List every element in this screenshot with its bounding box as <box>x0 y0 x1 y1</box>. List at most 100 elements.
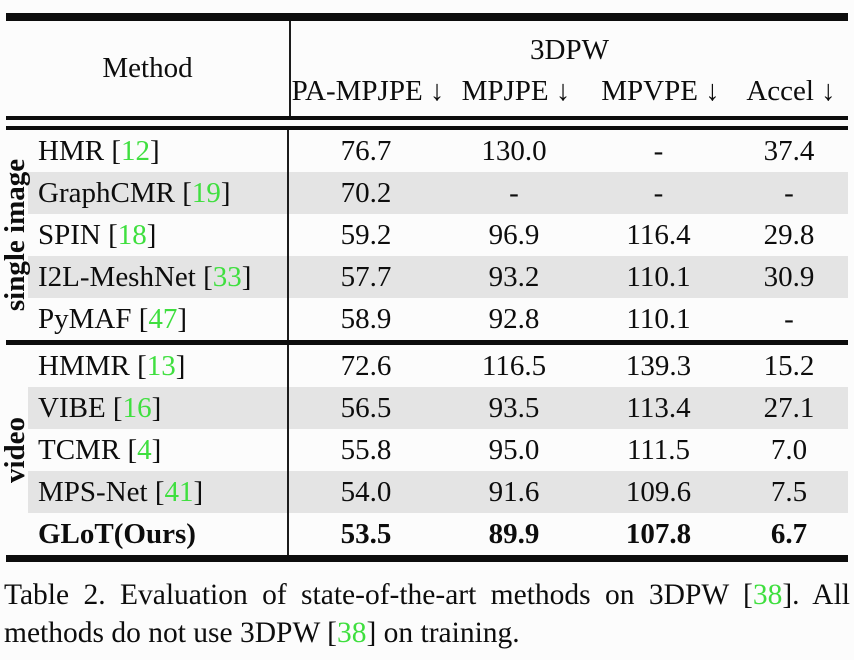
results-table: Method 3DPW PA-MPJPE ↓ MPJPE ↓ MPVPE ↓ Acce… <box>0 13 848 562</box>
bottom-rule <box>6 555 848 562</box>
method-name: GLoT(Ours) <box>38 518 196 550</box>
value-cell: 111.5 <box>626 434 691 466</box>
method-name: HMMR <box>38 350 130 382</box>
table-row: I2L-MeshNet [33] 57.7 93.2 110.1 30.9 <box>28 256 848 298</box>
citation-link[interactable]: 47 <box>148 303 178 335</box>
dataset-name: 3DPW <box>530 34 609 66</box>
caption-text: methods do not use 3DPW [ <box>4 617 337 649</box>
table-row: TCMR [4] 55.8 95.0 111.5 7.0 <box>28 429 848 471</box>
value-cell: 56.5 <box>340 392 392 424</box>
metric-column-header: MPJPE ↓ <box>461 75 571 107</box>
table-row: VIBE [16] 56.5 93.5 113.4 27.1 <box>28 387 848 429</box>
value-cell: 53.5 <box>340 518 392 550</box>
caption-text: ]. All <box>782 579 850 611</box>
value-cell: 109.6 <box>625 476 692 508</box>
method-cell: MPS-Net [41] <box>28 471 289 513</box>
value-cell: 29.8 <box>763 219 815 251</box>
table-caption: Table 2. Evaluation of state-of-the-art … <box>4 576 850 652</box>
value-cell: 95.0 <box>488 434 540 466</box>
value-cell: 58.9 <box>340 303 392 335</box>
citation-link[interactable]: 38 <box>752 579 783 611</box>
method-cell: I2L-MeshNet [33] <box>28 256 289 298</box>
method-cell: HMMR [13] <box>28 345 289 387</box>
single-image-rows: HMR [12] 76.7 130.0 - 37.4 GraphCMR [19] 70.2 -… <box>6 130 848 340</box>
citation-bracket: ] <box>151 392 162 424</box>
value-cell: - <box>653 177 664 209</box>
citation-bracket: ] <box>177 303 188 335</box>
citation-link[interactable]: 4 <box>137 434 152 466</box>
method-name: SPIN <box>38 219 101 251</box>
value-cell: 72.6 <box>340 350 392 382</box>
caption-text: ] on training. <box>366 617 520 649</box>
method-name: VIBE <box>38 392 106 424</box>
value-cell: 110.1 <box>626 303 691 335</box>
metric-column-header: PA-MPJPE ↓ <box>291 75 445 107</box>
method-name: TCMR <box>38 434 121 466</box>
section-divider-rule <box>6 340 848 345</box>
citation-bracket: [ <box>120 434 138 466</box>
method-cell: SPIN [18] <box>28 214 289 256</box>
citation-bracket: ] <box>193 476 204 508</box>
citation-link[interactable]: 18 <box>117 219 147 251</box>
value-cell: 92.8 <box>488 303 540 335</box>
video-rows: HMMR [13] 72.6 116.5 139.3 15.2 VIBE [16] 56.5… <box>6 345 848 555</box>
value-cell: - <box>784 177 794 209</box>
value-cell: 113.4 <box>626 392 691 424</box>
value-cell: 54.0 <box>340 476 392 508</box>
citation-link[interactable]: 13 <box>146 350 176 382</box>
method-cell: GLoT(Ours) <box>28 513 289 555</box>
citation-bracket: ] <box>150 135 160 167</box>
value-cell: 116.5 <box>481 350 547 382</box>
citation-bracket: [ <box>105 392 123 424</box>
value-cell: 93.5 <box>488 392 540 424</box>
citation-bracket: ] <box>151 434 162 466</box>
value-cell: 30.9 <box>763 261 815 293</box>
caption-line-1: Table 2. Evaluation of state-of-the-art … <box>4 576 850 614</box>
value-cell: 70.2 <box>340 177 392 209</box>
citation-bracket: ] <box>175 350 186 382</box>
table-row: MPS-Net [41] 54.0 91.6 109.6 7.5 <box>28 471 848 513</box>
caption-text: Table 2. Evaluation of state-of-the-art … <box>4 579 753 611</box>
citation-bracket: [ <box>195 261 213 293</box>
citation-bracket: [ <box>104 135 121 167</box>
method-cell: PyMAF [47] <box>28 298 289 340</box>
citation-link[interactable]: 38 <box>336 617 367 649</box>
value-cell: 15.2 <box>763 350 815 382</box>
citation-link[interactable]: 19 <box>191 177 221 209</box>
method-cell: VIBE [16] <box>28 387 289 429</box>
citation-bracket: [ <box>174 177 192 209</box>
value-cell: - <box>653 135 664 167</box>
value-cell: 59.2 <box>340 219 392 251</box>
citation-link[interactable]: 41 <box>164 476 194 508</box>
method-name: GraphCMR <box>38 177 175 209</box>
table-row: GLoT(Ours) 53.5 89.9 107.8 6.7 <box>28 513 848 555</box>
value-cell: 76.7 <box>340 135 392 167</box>
method-cell: GraphCMR [19] <box>28 172 289 214</box>
value-cell: 96.9 <box>488 219 540 251</box>
citation-link[interactable]: 12 <box>121 135 150 167</box>
value-cell: 91.6 <box>488 476 540 508</box>
value-cell: 37.4 <box>763 135 815 167</box>
method-name: MPS-Net <box>38 476 148 508</box>
group-label-single-image: single image <box>0 158 31 312</box>
citation-bracket: ] <box>146 219 157 251</box>
table-row: HMR [12] 76.7 130.0 - 37.4 <box>28 130 848 172</box>
table-row: GraphCMR [19] 70.2 - - - <box>28 172 848 214</box>
value-cell: - <box>784 303 794 335</box>
citation-bracket: ] <box>241 261 252 293</box>
citation-bracket: [ <box>131 303 149 335</box>
dataset-header-group: 3DPW PA-MPJPE ↓ MPJPE ↓ MPVPE ↓ Accel ↓ <box>289 21 848 116</box>
method-cell: HMR [12] <box>28 130 289 172</box>
citation-link[interactable]: 16 <box>122 392 152 424</box>
citation-bracket: ] <box>220 177 231 209</box>
method-name: HMR <box>38 135 105 167</box>
top-rule <box>6 13 848 21</box>
value-cell: 110.1 <box>626 261 691 293</box>
method-name: PyMAF <box>38 303 132 335</box>
value-cell: 116.4 <box>626 219 691 251</box>
method-name: I2L-MeshNet <box>38 261 196 293</box>
citation-link[interactable]: 33 <box>212 261 242 293</box>
value-cell: 89.9 <box>488 518 540 550</box>
value-cell: 107.8 <box>625 518 692 550</box>
value-cell: 93.2 <box>488 261 540 293</box>
